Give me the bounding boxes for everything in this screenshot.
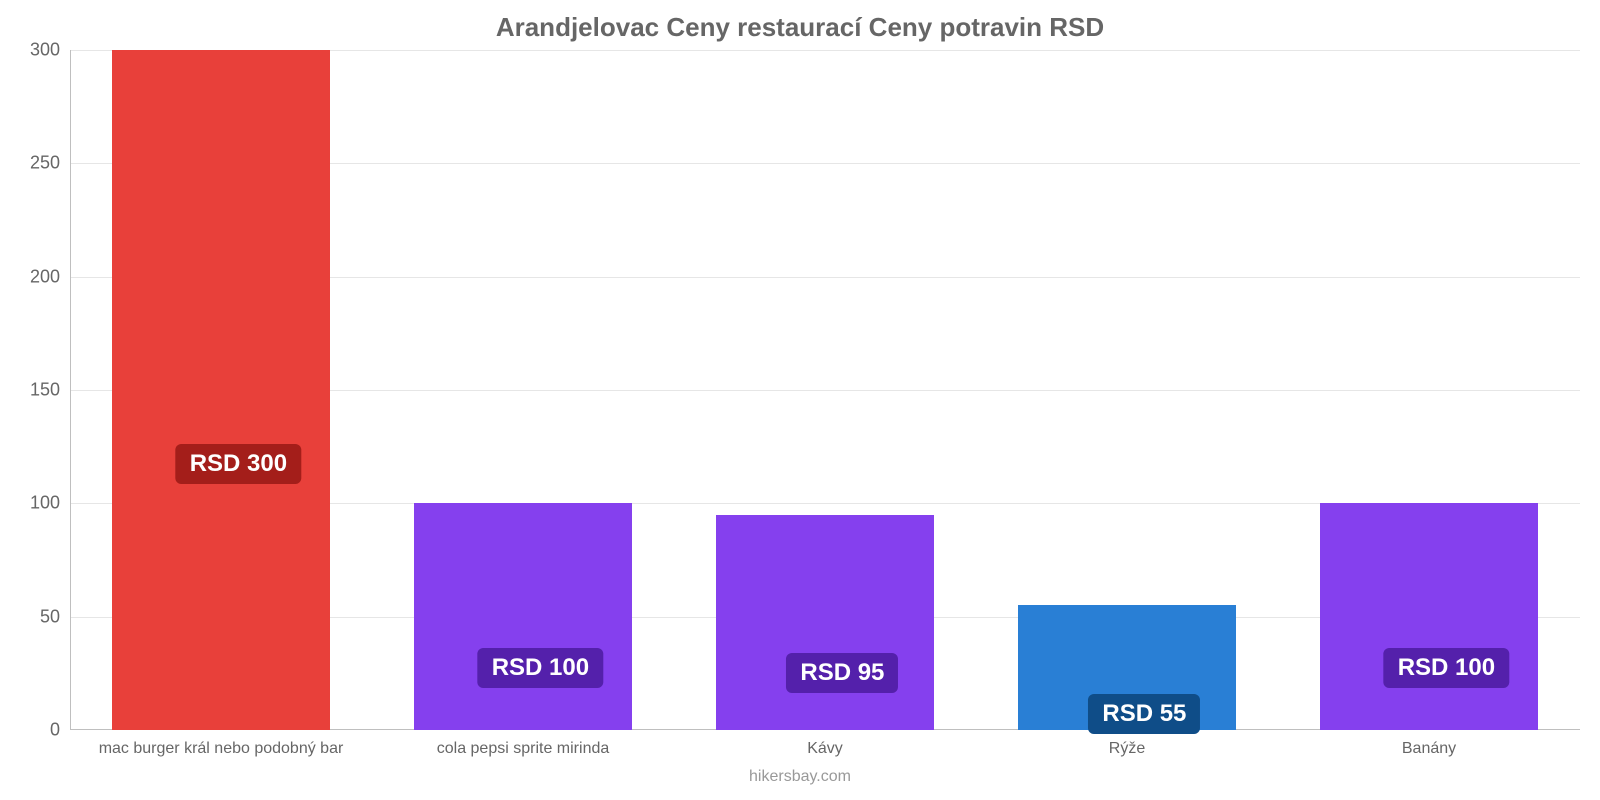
- bar-value-label: RSD 100: [1384, 648, 1509, 688]
- y-tick-label: 150: [20, 380, 60, 401]
- bar-value-label: RSD 55: [1088, 694, 1200, 734]
- x-tick-label: Banány: [1402, 740, 1456, 758]
- chart-footer: hikersbay.com: [0, 768, 1600, 786]
- x-tick-label: Rýže: [1109, 740, 1145, 758]
- bar: [112, 50, 329, 730]
- y-tick-label: 50: [20, 606, 60, 627]
- bar-value-label: RSD 95: [786, 653, 898, 693]
- bar: [716, 515, 933, 730]
- x-tick-label: mac burger král nebo podobný bar: [99, 740, 344, 758]
- y-tick-label: 200: [20, 266, 60, 287]
- y-tick-label: 0: [20, 720, 60, 741]
- bar: [1320, 503, 1537, 730]
- y-tick-label: 300: [20, 40, 60, 61]
- x-tick-label: cola pepsi sprite mirinda: [437, 740, 610, 758]
- chart-title: Arandjelovac Ceny restaurací Ceny potrav…: [0, 0, 1600, 43]
- bars-layer: RSD 300RSD 100RSD 95RSD 55RSD 100: [70, 50, 1580, 730]
- bar-value-label: RSD 100: [478, 648, 603, 688]
- bar: [414, 503, 631, 730]
- plot-area: RSD 300RSD 100RSD 95RSD 55RSD 100: [70, 50, 1580, 730]
- bar-value-label: RSD 300: [176, 444, 301, 484]
- x-tick-label: Kávy: [807, 740, 843, 758]
- chart-container: Arandjelovac Ceny restaurací Ceny potrav…: [0, 0, 1600, 800]
- y-tick-label: 250: [20, 153, 60, 174]
- y-tick-label: 100: [20, 493, 60, 514]
